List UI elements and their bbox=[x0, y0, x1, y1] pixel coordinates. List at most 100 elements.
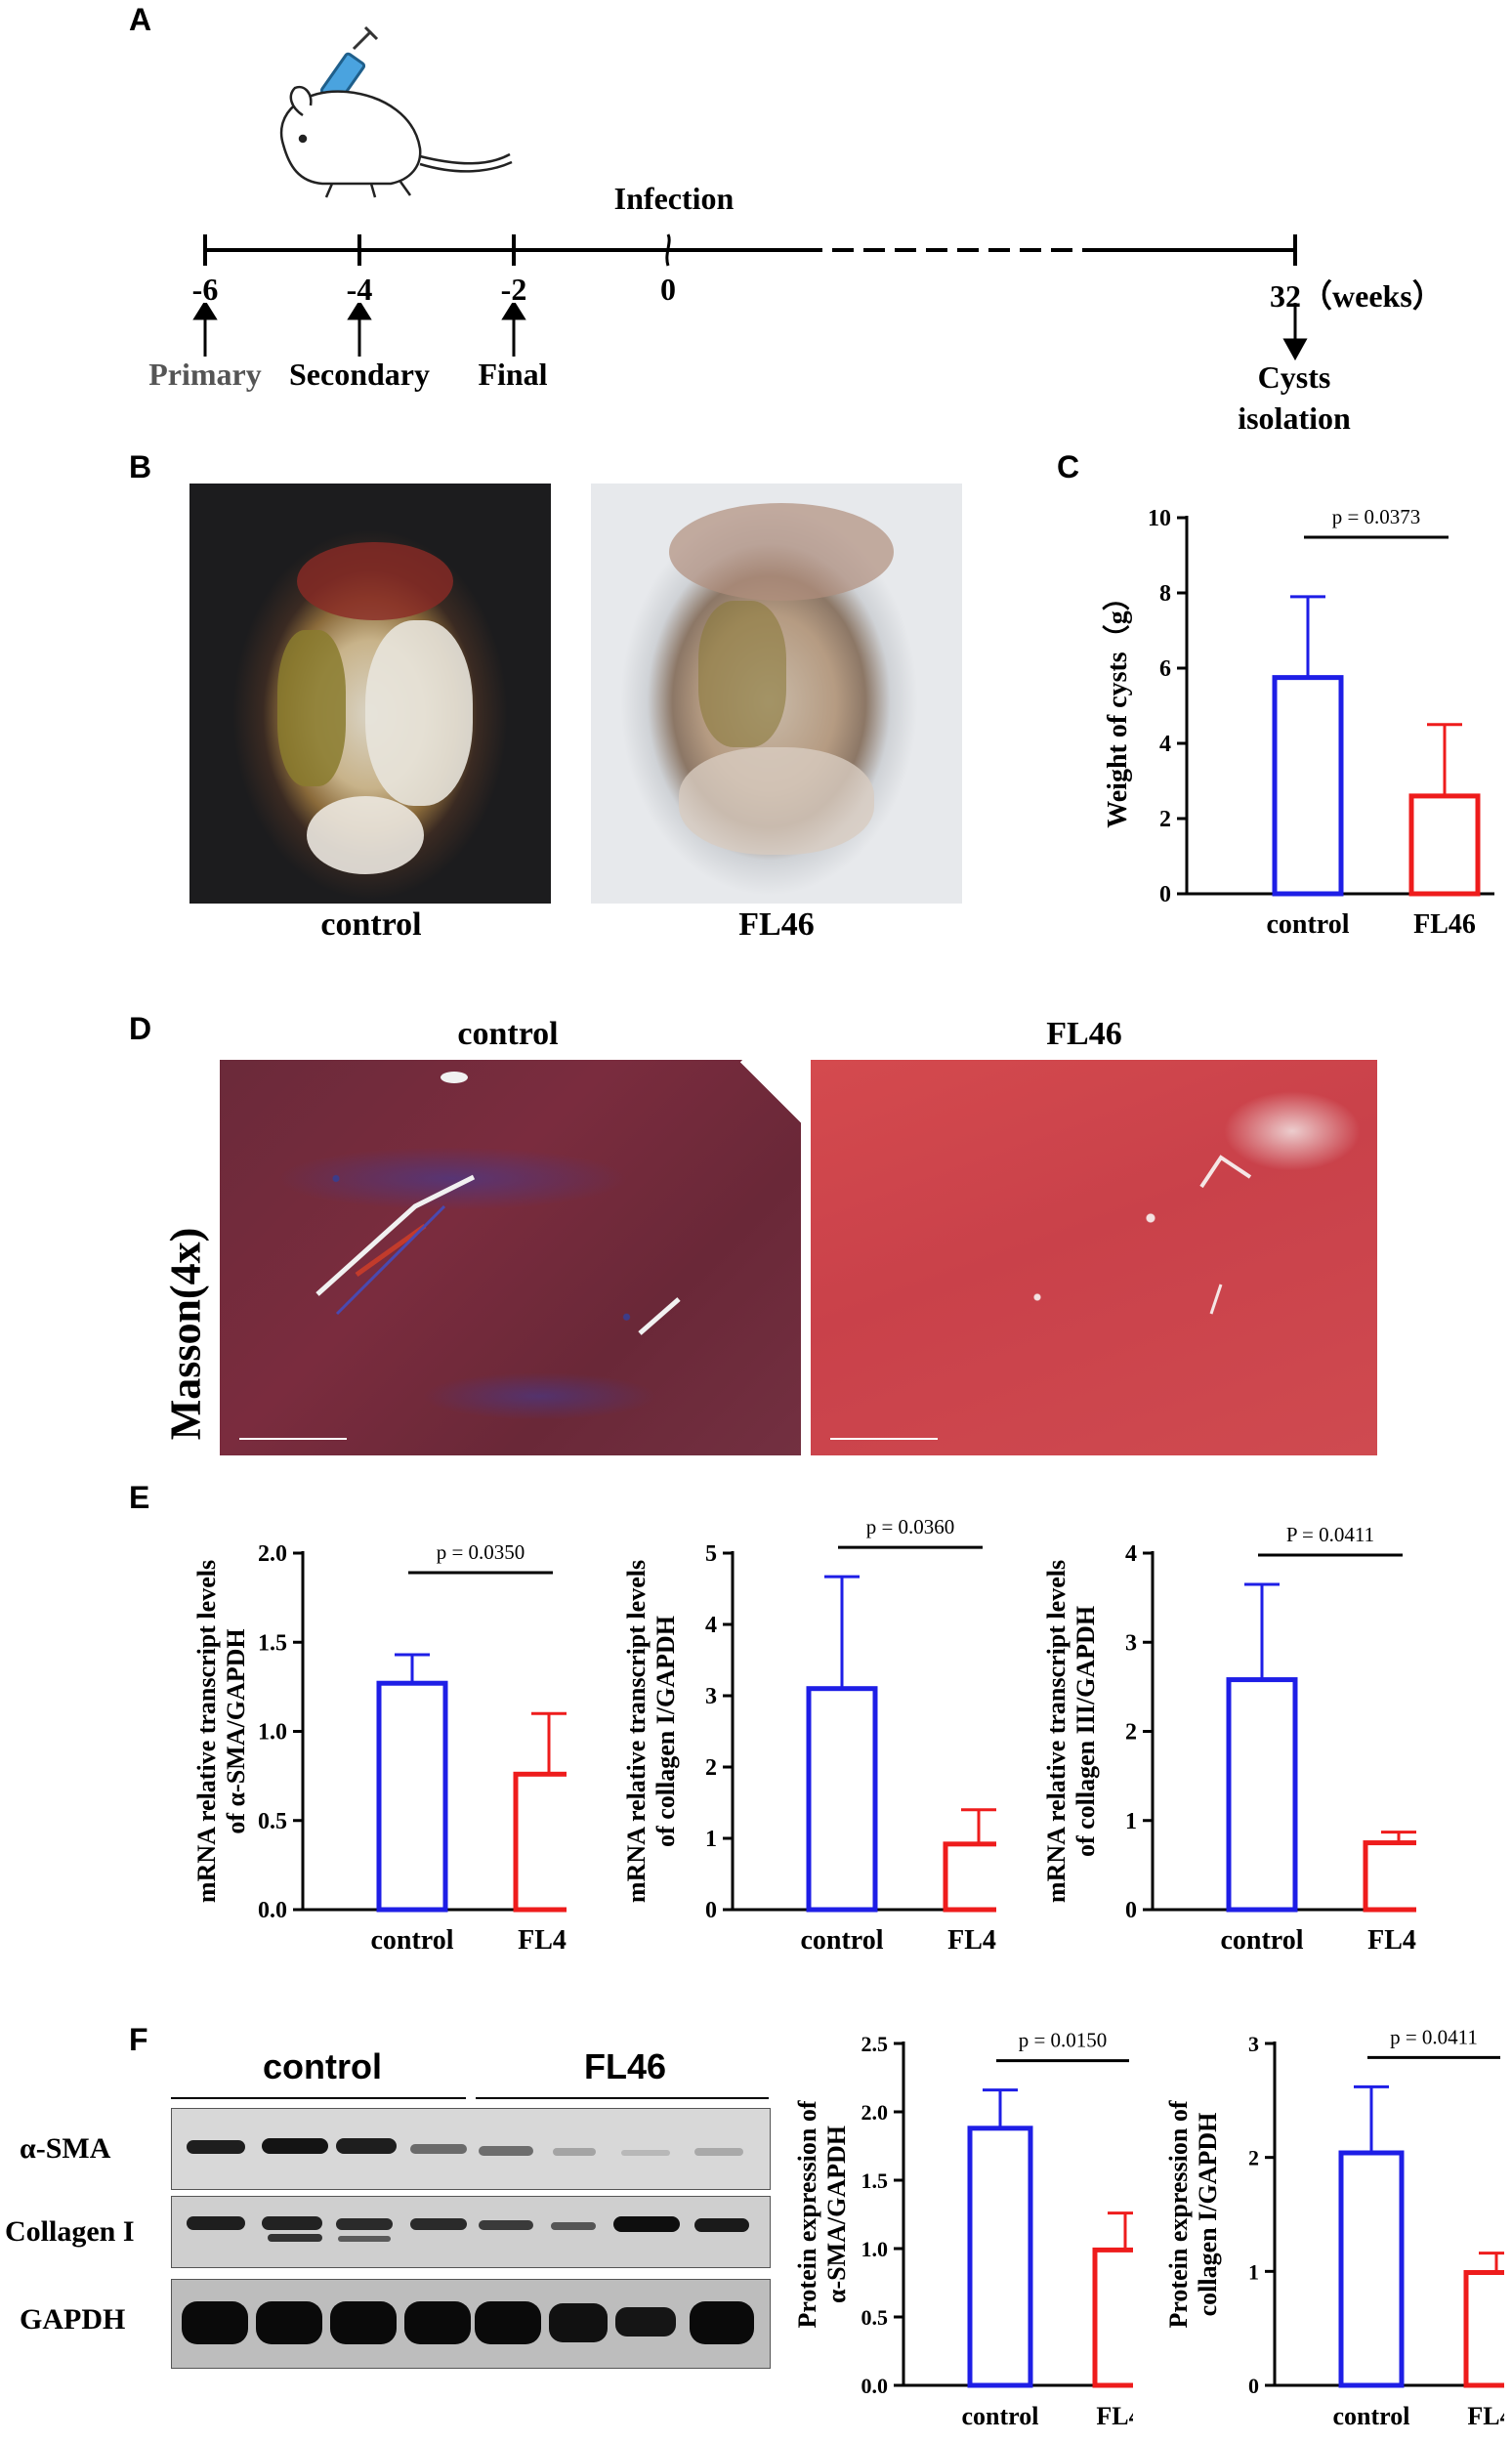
y-tick-label: 0 bbox=[1125, 1898, 1137, 1923]
y-axis-label-line1: mRNA relative transcript levels bbox=[1042, 1560, 1071, 1903]
p-value-label: p = 0.0360 bbox=[866, 1515, 955, 1538]
blot-group-fl46: FL46 bbox=[583, 2046, 667, 2086]
bar-fl46 bbox=[1092, 2247, 1133, 2388]
y-axis-label-line2: of collagen I/GAPDH bbox=[651, 1616, 680, 1847]
p-value-label: p = 0.0411 bbox=[1390, 2025, 1478, 2048]
blot-strip-asma bbox=[171, 2108, 771, 2190]
blot-group-control: control bbox=[263, 2046, 382, 2086]
masson-row-label: Masson(4x) bbox=[161, 1227, 210, 1441]
y-tick-label: 3 bbox=[1248, 2032, 1259, 2056]
masson-control-section bbox=[220, 1060, 801, 1455]
bar-fl46 bbox=[1463, 2270, 1504, 2388]
panel-label-d: D bbox=[129, 1011, 152, 1046]
category-label: control bbox=[800, 1925, 883, 1956]
y-tick-label: 0 bbox=[705, 1898, 717, 1923]
masson-caption-control: control bbox=[457, 1016, 559, 1052]
panel-label-e: E bbox=[129, 1480, 150, 1515]
final-label: Final bbox=[478, 357, 548, 392]
y-tick-label: 1 bbox=[705, 1827, 717, 1852]
photo-caption-control: control bbox=[320, 906, 422, 943]
y-tick-label: 4 bbox=[1125, 1541, 1137, 1567]
blot-row-label-gapdh: GAPDH bbox=[20, 2303, 126, 2336]
y-tick-label: 1 bbox=[1125, 1809, 1137, 1834]
tick-minus-2: -2 bbox=[500, 272, 527, 307]
y-tick-label: 2.0 bbox=[258, 1541, 287, 1567]
blot-row-label-collagen1: Collagen I bbox=[5, 2215, 135, 2248]
bar-control bbox=[967, 2126, 1033, 2388]
control-mouse-photo bbox=[189, 484, 551, 904]
y-tick-label: 2.0 bbox=[861, 2100, 889, 2125]
panel-label-a: A bbox=[129, 2, 152, 37]
category-label: FL46 bbox=[1467, 2402, 1504, 2430]
bar-fl46 bbox=[1363, 1840, 1416, 1913]
blot-strip-gapdh bbox=[171, 2279, 771, 2369]
immunization-arrows bbox=[192, 303, 1308, 361]
y-tick-label: 2.5 bbox=[861, 2032, 889, 2056]
y-tick-label: 2 bbox=[1159, 807, 1171, 832]
tick-32: 32（weeks） bbox=[1270, 278, 1444, 314]
y-tick-label: 0 bbox=[1159, 882, 1171, 907]
panel-label-f: F bbox=[129, 2022, 148, 2057]
y-tick-label: 1.0 bbox=[258, 1720, 287, 1746]
category-label: FL46 bbox=[1096, 2402, 1133, 2430]
bar-control bbox=[376, 1680, 448, 1913]
bar-control bbox=[1338, 2150, 1405, 2388]
y-axis-label: Weight of cysts（g） bbox=[1101, 583, 1133, 827]
y-tick-label: 4 bbox=[1159, 732, 1171, 757]
y-axis-label-line1: Protein expression of bbox=[793, 2100, 821, 2328]
blot-group-control-line bbox=[171, 2097, 466, 2099]
y-tick-label: 2 bbox=[1248, 2146, 1259, 2170]
photo-caption-fl46: FL46 bbox=[738, 906, 815, 943]
chart-asma-mrna: 0.0 0.5 1.0 1.5 2.0 control FL46 p = 0.0350 mRNA… bbox=[192, 1540, 567, 1956]
p-value-label: P = 0.0411 bbox=[1286, 1523, 1374, 1546]
y-tick-label: 1 bbox=[1248, 2259, 1259, 2284]
y-axis-label-line1: mRNA relative transcript levels bbox=[622, 1560, 651, 1903]
bar-control bbox=[806, 1686, 878, 1913]
y-tick-label: 0.0 bbox=[861, 2374, 889, 2398]
chart-collagen1-protein: 0 1 2 3 control FL46 p = 0.0411 Protein express… bbox=[1164, 2025, 1504, 2430]
y-tick-label: 10 bbox=[1148, 506, 1171, 531]
y-tick-label: 0 bbox=[1248, 2374, 1259, 2398]
cysts-isolation-label: Cysts isolation bbox=[1238, 359, 1351, 436]
y-tick-label: 1.5 bbox=[258, 1630, 287, 1656]
y-tick-label: 1.5 bbox=[861, 2168, 889, 2193]
p-value-label: p = 0.0373 bbox=[1332, 505, 1421, 528]
bar-control bbox=[1226, 1677, 1298, 1913]
bar-control bbox=[1272, 675, 1344, 897]
category-label: control bbox=[1266, 909, 1349, 940]
y-tick-label: 4 bbox=[705, 1613, 717, 1638]
masson-caption-fl46: FL46 bbox=[1046, 1016, 1122, 1052]
tick-minus-4: -4 bbox=[346, 272, 373, 307]
y-tick-label: 3 bbox=[1125, 1630, 1137, 1656]
mouse-icon bbox=[279, 85, 513, 198]
category-label: control bbox=[370, 1925, 453, 1956]
y-tick-label: 0.5 bbox=[861, 2305, 889, 2330]
tick-zero: 0 bbox=[660, 272, 676, 307]
category-label: FL46 bbox=[947, 1925, 996, 1956]
category-label: FL46 bbox=[1367, 1925, 1416, 1956]
y-tick-label: 6 bbox=[1159, 656, 1171, 682]
y-tick-label: 0.5 bbox=[258, 1809, 287, 1834]
y-axis-label-line2: collagen I/GAPDH bbox=[1194, 2113, 1222, 2317]
masson-fl46-section bbox=[811, 1060, 1377, 1455]
category-label: control bbox=[962, 2402, 1039, 2430]
chart-collagen1-mrna: 0 1 2 3 4 5 control FL46 p = 0.0360 mRNA relative… bbox=[622, 1515, 996, 1956]
timeline-axis bbox=[203, 233, 1297, 267]
y-axis-label-line2: α-SMA/GAPDH bbox=[822, 2126, 851, 2303]
y-axis-label-line1: Protein expression of bbox=[1164, 2100, 1193, 2328]
y-tick-label: 2 bbox=[1125, 1720, 1137, 1746]
bar-fl46 bbox=[513, 1771, 567, 1913]
blot-group-fl46-line bbox=[476, 2097, 769, 2099]
y-axis-label-line2: of α-SMA/GAPDH bbox=[222, 1628, 250, 1833]
bar-fl46 bbox=[1408, 793, 1481, 897]
y-tick-label: 0.0 bbox=[258, 1898, 287, 1923]
panel-label-b: B bbox=[129, 449, 152, 484]
chart-cyst-weight: 0 2 4 6 8 10 control FL46 p = 0.0373 Weight of cy… bbox=[1101, 505, 1494, 940]
category-label: control bbox=[1220, 1925, 1303, 1956]
panel-label-c: C bbox=[1057, 449, 1080, 484]
category-label: FL46 bbox=[1413, 909, 1476, 940]
blot-strip-collagen1 bbox=[171, 2196, 771, 2268]
y-tick-label: 5 bbox=[705, 1541, 717, 1567]
secondary-label: Secondary bbox=[289, 357, 430, 392]
infection-label: Infection bbox=[613, 181, 735, 216]
